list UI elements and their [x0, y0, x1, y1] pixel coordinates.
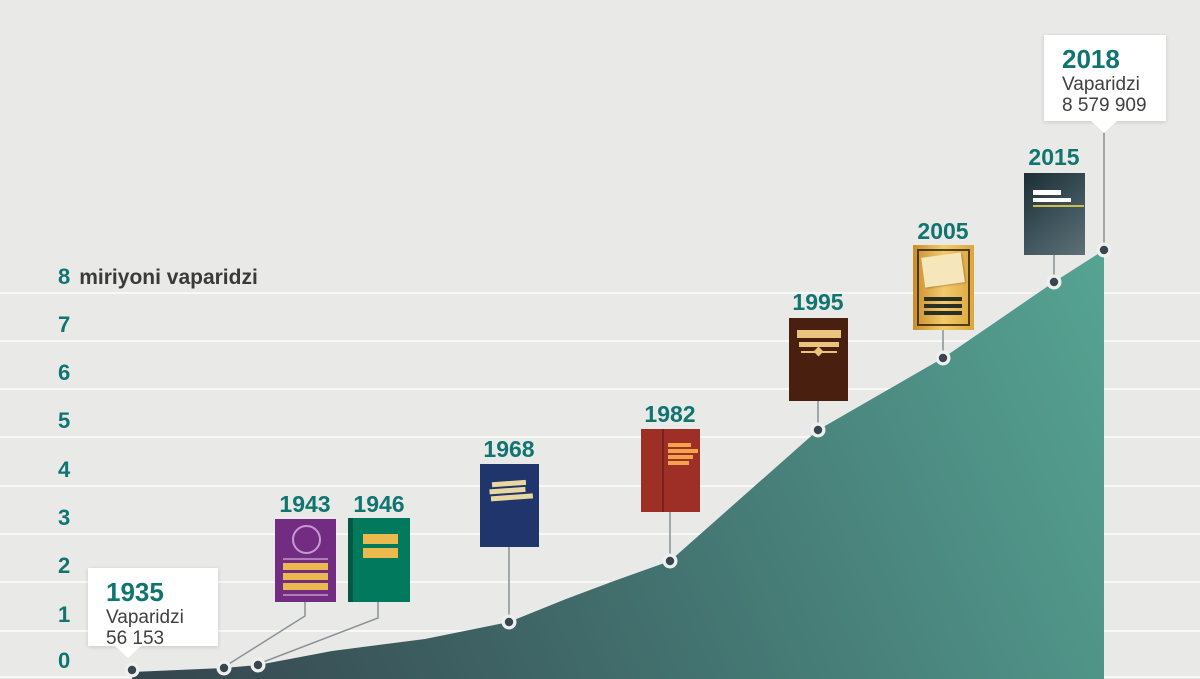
y-tick-2: 2 [58, 553, 71, 578]
text-bar [283, 583, 328, 590]
text-bar [363, 548, 398, 558]
text-bar [283, 563, 328, 570]
y-axis-unit-label: 8 miriyoni vaparidzi [58, 264, 258, 289]
slanted-lines-icon [479, 462, 541, 506]
y-tick-8: 8 [58, 264, 71, 289]
book-cover-1943 [275, 519, 336, 602]
y-tick-6: 6 [58, 360, 71, 385]
thin-rule [283, 594, 328, 596]
book-cover-1982 [641, 429, 700, 512]
book-cover-2015 [1024, 173, 1085, 255]
connector-1943 [223, 602, 306, 668]
callout-year: 2018 [1062, 44, 1120, 74]
subtitle-bar [799, 342, 839, 347]
marker-1935 [124, 662, 140, 678]
text-bar [490, 493, 534, 502]
y-tick-3: 3 [58, 505, 71, 530]
gridline-4 [0, 485, 1200, 487]
marker-1982 [662, 553, 678, 569]
gridline-7 [0, 340, 1200, 342]
callout-value: 56 153 [106, 627, 165, 649]
gridline-6 [0, 388, 1200, 390]
book-cover-1968 [480, 464, 539, 547]
text-bar [668, 455, 693, 459]
text-bar [924, 297, 962, 301]
callout-year: 1935 [106, 577, 164, 607]
milestone-year-1943: 1943 [279, 491, 331, 517]
marker-1968 [501, 614, 517, 630]
milestone-year-2005: 2005 [917, 218, 969, 244]
callout-label: Vaparidzi [1062, 73, 1140, 95]
gridline-8 [0, 292, 1200, 294]
milestone-year-2015: 2015 [1028, 144, 1080, 170]
ornament-diamond [813, 346, 824, 357]
book-spine [662, 429, 664, 512]
book-cover-1946 [348, 518, 410, 602]
y-tick-5: 5 [58, 408, 71, 433]
callout-2018: 2018 Vaparidzi 8 579 909 [1044, 35, 1166, 133]
text-bar [924, 304, 962, 308]
callout-label: Vaparidzi [106, 606, 184, 628]
text-bar [668, 443, 691, 447]
tilted-plate [921, 252, 965, 288]
marker-1943 [216, 660, 232, 676]
callout-value: 8 579 909 [1062, 94, 1147, 116]
gridline-3 [0, 533, 1200, 535]
y-tick-7: 7 [58, 312, 71, 337]
circle-emblem-icon [292, 525, 321, 554]
milestone-year-1995: 1995 [792, 289, 844, 315]
gridline-5 [0, 436, 1200, 438]
axis-unit-text: miriyoni vaparidzi [79, 266, 258, 289]
connector-1946 [257, 602, 379, 665]
marker-2005 [935, 350, 951, 366]
book-cover-1995 [789, 318, 848, 401]
marker-2018 [1096, 242, 1112, 258]
text-bar [1033, 190, 1061, 195]
milestone-year-1982: 1982 [644, 401, 696, 427]
book-cover-2005 [913, 245, 974, 330]
y-tick-0: 0 [58, 648, 71, 673]
text-bar [283, 573, 328, 580]
thin-rule [283, 558, 328, 560]
title-bar [797, 330, 841, 338]
text-bar [668, 449, 698, 453]
text-bar [363, 534, 398, 544]
marker-2015 [1046, 274, 1062, 290]
milestone-year-1946: 1946 [353, 491, 405, 517]
marker-1995 [810, 422, 826, 438]
data-point-markers [124, 242, 1112, 678]
text-bar [491, 479, 527, 488]
callout-1935: 1935 Vaparidzi 56 153 [88, 568, 218, 658]
milestone-year-1968: 1968 [483, 436, 535, 462]
text-bar [668, 461, 689, 465]
marker-1946 [250, 657, 266, 673]
text-bar [1033, 198, 1071, 202]
cover-frame [917, 249, 970, 326]
book-spine [348, 518, 353, 602]
connector-lines [223, 131, 1105, 668]
y-tick-4: 4 [58, 457, 71, 482]
accent-rule [1033, 205, 1084, 207]
text-bar [924, 311, 962, 315]
gridline-2 [0, 581, 1200, 583]
y-tick-1: 1 [58, 602, 71, 627]
area-series-fill [132, 250, 1104, 679]
